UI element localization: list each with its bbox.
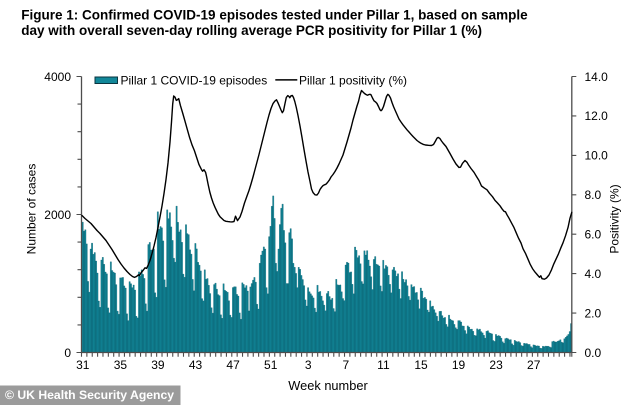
svg-text:Positivity (%): Positivity (%) [608,184,622,253]
svg-text:0.0: 0.0 [585,346,602,360]
svg-text:19: 19 [452,358,466,372]
svg-text:© UK Health Security Agency: © UK Health Security Agency [5,388,174,402]
svg-text:3: 3 [305,358,312,372]
svg-text:Pillar 1 COVID-19 episodes: Pillar 1 COVID-19 episodes [121,73,268,87]
svg-text:Figure 1: Confirmed COVID-19 e: Figure 1: Confirmed COVID-19 episodes te… [21,8,528,23]
svg-text:Week number: Week number [288,378,368,393]
svg-text:4.0: 4.0 [585,267,602,281]
svg-text:4000: 4000 [44,70,71,84]
svg-text:2000: 2000 [44,208,71,222]
svg-text:2.0: 2.0 [585,306,602,320]
svg-text:10.0: 10.0 [585,149,609,163]
svg-text:31: 31 [76,358,90,372]
svg-text:27: 27 [527,358,541,372]
svg-text:15: 15 [414,358,428,372]
svg-text:day with overall seven-day rol: day with overall seven-day rolling avera… [21,23,482,38]
svg-text:11: 11 [377,358,390,372]
svg-text:43: 43 [189,358,203,372]
svg-text:7: 7 [342,358,349,372]
svg-text:39: 39 [151,358,165,372]
svg-text:Number of cases: Number of cases [25,164,39,255]
svg-text:14.0: 14.0 [585,70,609,84]
svg-text:23: 23 [489,358,503,372]
svg-text:47: 47 [226,358,240,372]
svg-text:8.0: 8.0 [585,188,602,202]
svg-text:Pillar 1 positivity (%): Pillar 1 positivity (%) [299,73,407,87]
svg-text:51: 51 [264,358,278,372]
svg-text:0: 0 [64,346,71,360]
svg-text:6.0: 6.0 [585,228,602,242]
svg-text:35: 35 [114,358,128,372]
svg-text:12.0: 12.0 [585,109,609,123]
